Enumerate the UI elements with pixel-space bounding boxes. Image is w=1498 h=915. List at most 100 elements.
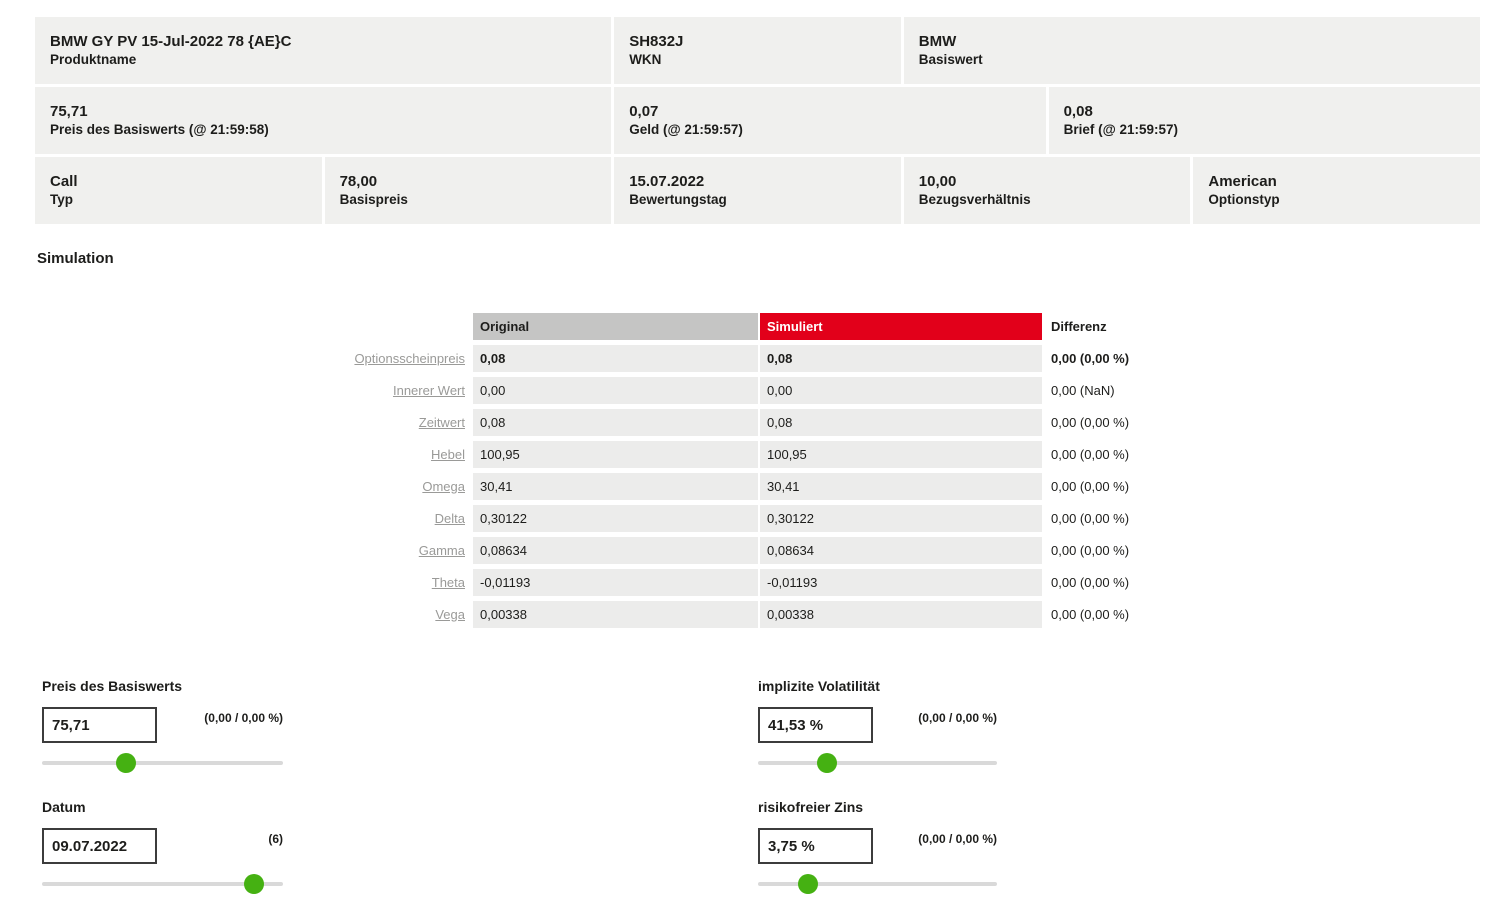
- simulated-value: 30,41: [760, 473, 1042, 500]
- column-header-difference: Differenz: [1051, 319, 1107, 334]
- slider-knob[interactable]: [817, 753, 838, 773]
- info-card: Call Typ: [35, 157, 322, 224]
- info-card-value: 0,08: [1063, 102, 1093, 120]
- control-input-row: (0,00 / 0,00 %): [42, 707, 283, 743]
- simulation-control: Preis des Basiswerts (0,00 / 0,00 %): [42, 678, 283, 773]
- control-label: Preis des Basiswerts: [42, 678, 183, 694]
- control-slider[interactable]: [42, 874, 283, 894]
- info-card-label: Basiswert: [918, 51, 983, 67]
- simulation-control: implizite Volatilität (0,00 / 0,00 %): [758, 678, 997, 773]
- metric-link[interactable]: Innerer Wert: [392, 383, 465, 398]
- metric-link[interactable]: Zeitwert: [418, 415, 465, 430]
- info-card: BMW GY PV 15-Jul-2022 78 {AE}C Produktna…: [35, 17, 612, 84]
- info-card: 78,00 Basispreis: [324, 157, 612, 224]
- control-value-input[interactable]: [758, 828, 873, 864]
- control-input-row: (0,00 / 0,00 %): [758, 707, 997, 743]
- simulated-value: 0,08634: [760, 537, 1042, 564]
- metric-label-cell: Vega: [0, 601, 465, 628]
- difference-value: 0,00 (NaN): [1051, 383, 1115, 398]
- slider-track[interactable]: [42, 761, 283, 765]
- metric-link[interactable]: Gamma: [418, 543, 465, 558]
- control-change-annotation: (0,00 / 0,00 %): [204, 711, 283, 725]
- original-value: 0,08: [473, 409, 758, 436]
- simulated-value: 0,00: [760, 377, 1042, 404]
- metric-link[interactable]: Optionsscheinpreis: [354, 351, 465, 366]
- original-value: 100,95: [473, 441, 758, 468]
- metric-label-cell: Gamma: [0, 537, 465, 564]
- metric-link[interactable]: Theta: [431, 575, 465, 590]
- metric-link[interactable]: Vega: [435, 607, 465, 622]
- info-card-label: WKN: [629, 51, 662, 67]
- difference-value: 0,00 (0,00 %): [1051, 607, 1130, 622]
- difference-value: 0,00 (0,00 %): [1051, 415, 1130, 430]
- control-label: risikofreier Zins: [758, 799, 864, 815]
- table-row: Innerer Wert 0,00 0,00 0,00 (NaN): [0, 377, 1498, 404]
- table-header-row: Original Simuliert Differenz: [0, 313, 1498, 340]
- info-card: 75,71 Preis des Basiswerts (@ 21:59:58): [35, 87, 612, 154]
- metric-link[interactable]: Omega: [422, 479, 465, 494]
- slider-track[interactable]: [758, 761, 997, 765]
- info-card: 15.07.2022 Bewertungstag: [614, 157, 901, 224]
- original-value: 30,41: [473, 473, 758, 500]
- slider-knob[interactable]: [798, 874, 819, 894]
- info-card-value: Call: [50, 172, 78, 190]
- info-card: 0,07 Geld (@ 21:59:57): [614, 87, 1046, 154]
- slider-knob[interactable]: [244, 874, 265, 894]
- slider-track[interactable]: [42, 882, 283, 886]
- original-value: 0,00: [473, 377, 758, 404]
- metric-link[interactable]: Delta: [434, 511, 465, 526]
- control-slider[interactable]: [42, 753, 283, 773]
- info-card-value: 10,00: [918, 172, 957, 190]
- control-change-annotation: (6): [268, 832, 283, 846]
- metric-label-cell: Hebel: [0, 441, 465, 468]
- table-row: Vega 0,00338 0,00338 0,00 (0,00 %): [0, 601, 1498, 628]
- info-card-value: SH832J: [629, 32, 684, 50]
- product-info-cards: BMW GY PV 15-Jul-2022 78 {AE}C Produktna…: [35, 17, 1480, 224]
- metric-label-cell: Theta: [0, 569, 465, 596]
- header-spacer: [0, 313, 465, 340]
- info-card-label: Geld (@ 21:59:57): [629, 121, 743, 137]
- control-change-annotation: (0,00 / 0,00 %): [918, 711, 997, 725]
- simulated-value: 0,00338: [760, 601, 1042, 628]
- info-card-value: 75,71: [50, 102, 88, 120]
- slider-track[interactable]: [758, 882, 997, 886]
- difference-value: 0,00 (0,00 %): [1051, 447, 1130, 462]
- info-card-value: BMW GY PV 15-Jul-2022 78 {AE}C: [50, 32, 292, 50]
- info-card-label: Basispreis: [339, 191, 408, 207]
- control-slider[interactable]: [758, 874, 997, 894]
- info-card-value: 15.07.2022: [629, 172, 705, 190]
- simulation-table: Original Simuliert Differenz Optionssche…: [0, 313, 1498, 633]
- difference-value: 0,00 (0,00 %): [1051, 479, 1130, 494]
- control-value-input[interactable]: [42, 828, 157, 864]
- difference-value: 0,00 (0,00 %): [1051, 351, 1130, 366]
- info-card-value: BMW: [918, 32, 957, 50]
- original-value: 0,30122: [473, 505, 758, 532]
- simulation-controls: Preis des Basiswerts (0,00 / 0,00 %) imp…: [42, 678, 997, 894]
- metric-link[interactable]: Hebel: [431, 447, 465, 462]
- info-card: 0,08 Brief (@ 21:59:57): [1048, 87, 1480, 154]
- control-input-row: (6): [42, 828, 283, 864]
- info-card: 10,00 Bezugsverhältnis: [903, 157, 1191, 224]
- column-header-simulated: Simuliert: [760, 313, 1042, 340]
- table-body: Optionsscheinpreis 0,08 0,08 0,00 (0,00 …: [0, 345, 1498, 628]
- original-value: 0,08634: [473, 537, 758, 564]
- info-card-label: Typ: [50, 191, 73, 207]
- info-card-label: Preis des Basiswerts (@ 21:59:58): [50, 121, 269, 137]
- difference-value: 0,00 (0,00 %): [1051, 575, 1130, 590]
- control-value-input[interactable]: [42, 707, 157, 743]
- metric-label-cell: Zeitwert: [0, 409, 465, 436]
- table-row: Optionsscheinpreis 0,08 0,08 0,00 (0,00 …: [0, 345, 1498, 372]
- slider-knob[interactable]: [116, 753, 137, 773]
- column-header-original: Original: [473, 313, 758, 340]
- original-value: 0,00338: [473, 601, 758, 628]
- difference-value: 0,00 (0,00 %): [1051, 511, 1130, 526]
- metric-label-cell: Optionsscheinpreis: [0, 345, 465, 372]
- simulation-heading: Simulation: [37, 250, 114, 267]
- control-value-input[interactable]: [758, 707, 873, 743]
- info-card-label: Bewertungstag: [629, 191, 727, 207]
- control-change-annotation: (0,00 / 0,00 %): [918, 832, 997, 846]
- table-row: Omega 30,41 30,41 0,00 (0,00 %): [0, 473, 1498, 500]
- info-card: American Optionstyp: [1193, 157, 1480, 224]
- info-card-value: 78,00: [339, 172, 378, 190]
- control-slider[interactable]: [758, 753, 997, 773]
